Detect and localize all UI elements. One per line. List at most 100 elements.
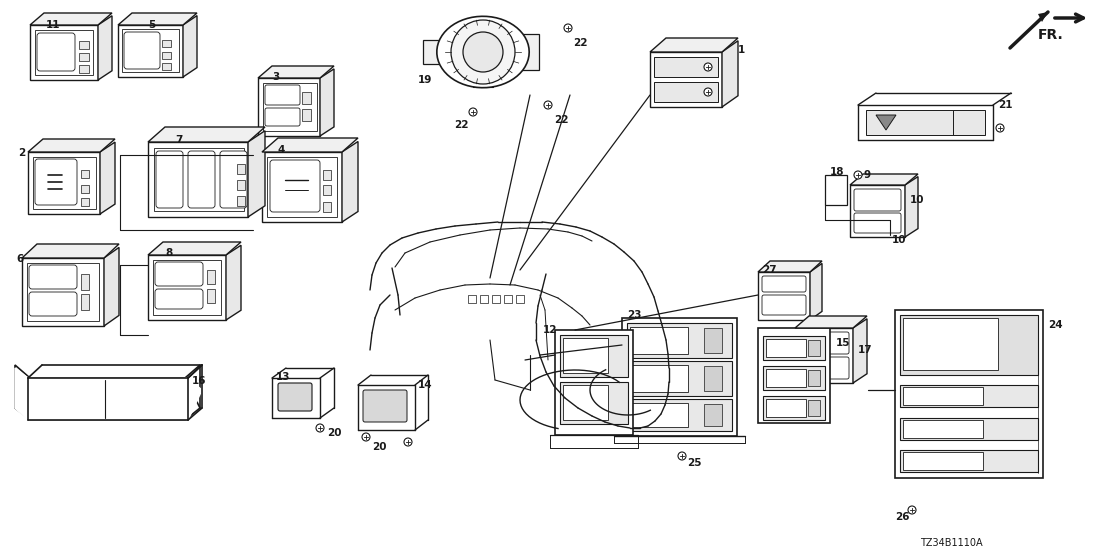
Bar	[521, 34, 538, 70]
Bar	[261, 152, 342, 222]
Bar	[81, 294, 89, 310]
Bar	[766, 399, 806, 417]
FancyBboxPatch shape	[799, 332, 849, 354]
Bar	[766, 339, 806, 357]
Bar	[627, 399, 732, 431]
Polygon shape	[258, 66, 334, 78]
Circle shape	[469, 108, 478, 116]
Circle shape	[316, 424, 324, 432]
Polygon shape	[183, 16, 197, 77]
Bar	[162, 40, 171, 47]
Bar	[654, 82, 718, 102]
FancyBboxPatch shape	[854, 213, 901, 233]
Text: 22: 22	[573, 38, 587, 48]
Polygon shape	[850, 174, 919, 185]
Bar	[900, 315, 1038, 375]
Bar	[27, 263, 99, 321]
Polygon shape	[810, 263, 822, 320]
Bar	[423, 40, 441, 64]
FancyBboxPatch shape	[270, 160, 320, 212]
Bar	[808, 370, 820, 386]
Bar	[622, 318, 737, 436]
Bar	[630, 327, 688, 354]
FancyBboxPatch shape	[155, 289, 203, 309]
FancyBboxPatch shape	[124, 32, 160, 69]
Text: TZ34B1110A: TZ34B1110A	[920, 538, 983, 548]
Bar	[903, 420, 983, 438]
FancyBboxPatch shape	[29, 265, 76, 289]
FancyBboxPatch shape	[37, 33, 75, 71]
Bar	[953, 110, 985, 135]
Bar	[704, 404, 722, 426]
Text: 11: 11	[47, 20, 61, 30]
Bar	[263, 83, 317, 131]
Polygon shape	[30, 13, 112, 25]
Bar	[81, 185, 89, 193]
Bar	[627, 361, 732, 396]
Bar	[560, 335, 628, 377]
Text: 21: 21	[998, 100, 1013, 110]
FancyBboxPatch shape	[155, 262, 203, 286]
Bar	[900, 450, 1038, 472]
Text: 19: 19	[418, 75, 432, 85]
Bar	[654, 57, 718, 77]
Polygon shape	[261, 138, 358, 152]
Circle shape	[564, 24, 572, 32]
Circle shape	[451, 20, 515, 84]
Text: 10: 10	[910, 195, 924, 205]
Bar	[492, 295, 500, 303]
Text: 24: 24	[1048, 320, 1063, 330]
FancyBboxPatch shape	[762, 295, 806, 315]
Bar	[627, 323, 732, 358]
Bar	[207, 270, 215, 284]
Bar	[117, 25, 183, 77]
Text: 25: 25	[687, 458, 701, 468]
Bar	[153, 260, 220, 315]
Bar	[850, 185, 905, 237]
Bar	[563, 338, 608, 373]
Bar	[79, 41, 89, 49]
Bar	[237, 196, 245, 206]
Polygon shape	[758, 261, 822, 272]
Bar	[900, 418, 1038, 440]
Polygon shape	[342, 141, 358, 222]
Bar	[81, 170, 89, 178]
FancyBboxPatch shape	[363, 390, 407, 422]
Bar	[207, 289, 215, 303]
Bar	[758, 272, 810, 320]
Bar	[825, 175, 847, 205]
Bar	[162, 52, 171, 59]
Bar	[895, 310, 1043, 478]
Text: 7: 7	[175, 135, 183, 145]
Polygon shape	[320, 69, 334, 136]
Text: 15: 15	[837, 338, 851, 348]
Bar	[302, 92, 311, 104]
Bar	[560, 382, 628, 424]
Bar	[480, 295, 488, 303]
Text: 20: 20	[372, 442, 387, 452]
Bar	[81, 274, 89, 290]
Text: 17: 17	[858, 345, 873, 355]
Text: 13: 13	[276, 372, 290, 382]
Polygon shape	[104, 248, 119, 326]
Bar	[763, 366, 825, 390]
Bar	[563, 385, 608, 420]
Polygon shape	[796, 316, 866, 328]
Bar	[324, 202, 331, 212]
Text: 23: 23	[627, 310, 642, 320]
Circle shape	[996, 124, 1004, 132]
FancyBboxPatch shape	[265, 108, 300, 126]
Circle shape	[544, 101, 552, 109]
Polygon shape	[1038, 12, 1048, 22]
Bar	[148, 142, 248, 217]
Bar	[903, 318, 998, 370]
Bar	[302, 109, 311, 121]
Bar	[630, 365, 688, 392]
Polygon shape	[876, 115, 896, 130]
Polygon shape	[148, 127, 265, 142]
Polygon shape	[722, 41, 738, 107]
Text: 22: 22	[554, 115, 568, 125]
Circle shape	[704, 88, 712, 96]
Bar	[763, 396, 825, 420]
Polygon shape	[22, 244, 119, 258]
